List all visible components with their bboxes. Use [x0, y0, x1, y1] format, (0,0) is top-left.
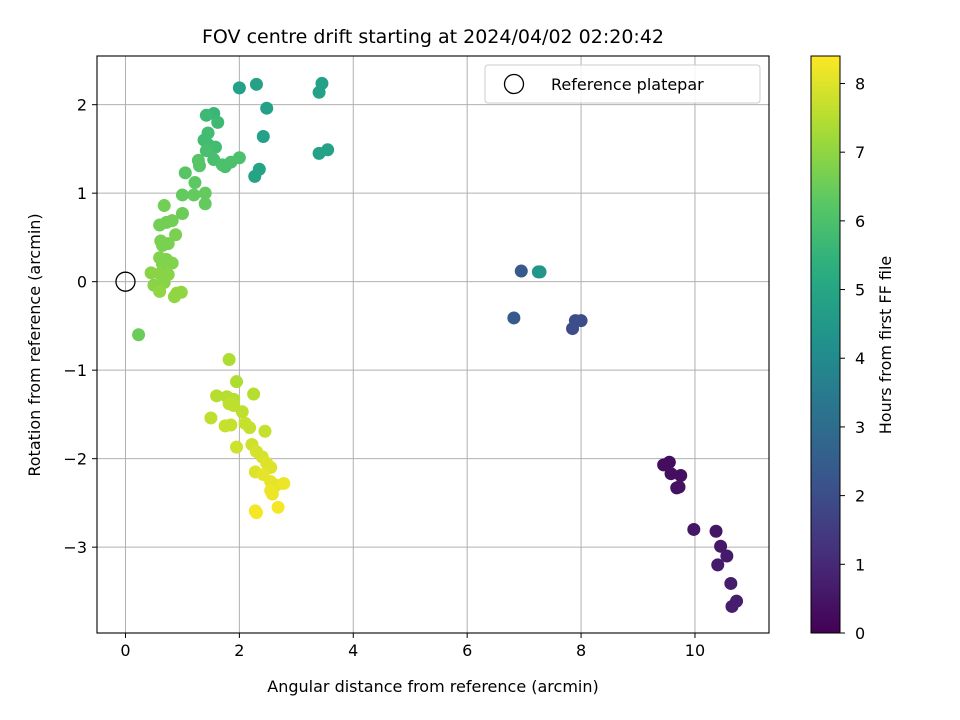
colorbar-tick-label: 4	[855, 349, 865, 368]
data-point	[247, 387, 261, 401]
colorbar-ticks: 0 1 2 3 4 5 6 7 8	[840, 74, 865, 643]
x-tick-label: 10	[685, 641, 705, 660]
data-point	[674, 468, 688, 482]
y-tick-label: −3	[63, 538, 87, 557]
axis-ticks: 0 2 4 6 8 10 −3 −2 −1 0 1 2	[63, 96, 705, 660]
reference-platepar-marker	[115, 271, 136, 292]
data-point	[248, 169, 262, 183]
data-point	[187, 188, 201, 202]
x-tick-label: 2	[234, 641, 244, 660]
data-point	[672, 480, 686, 494]
colorbar-tick-label: 6	[855, 212, 865, 231]
data-point	[198, 197, 212, 211]
data-point	[711, 558, 725, 572]
data-point	[249, 77, 263, 91]
colorbar-tick-label: 7	[855, 143, 865, 162]
data-point	[230, 440, 244, 454]
legend: Reference platepar	[484, 64, 761, 104]
data-point	[222, 353, 236, 367]
colorbar-tick-label: 3	[855, 418, 865, 437]
data-point	[204, 411, 218, 425]
colorbar-tick-label: 1	[855, 555, 865, 574]
y-tick-label: −1	[63, 361, 87, 380]
data-point	[132, 328, 146, 342]
x-tick-label: 0	[120, 641, 130, 660]
data-point	[198, 186, 212, 200]
grid	[97, 56, 769, 633]
data-point	[277, 476, 291, 490]
data-point	[161, 237, 175, 251]
legend-label: Reference platepar	[551, 75, 704, 94]
data-point	[230, 375, 244, 389]
data-point	[232, 151, 246, 165]
data-point	[514, 264, 528, 278]
data-point	[215, 158, 229, 172]
legend-box	[484, 64, 761, 104]
x-axis-label: Angular distance from reference (arcmin)	[267, 677, 598, 696]
data-point	[199, 144, 213, 158]
data-point	[175, 188, 189, 202]
data-point	[256, 130, 270, 144]
data-point	[243, 421, 257, 435]
legend-reference-marker	[503, 73, 525, 95]
data-point	[507, 311, 521, 325]
data-point	[157, 199, 171, 213]
colorbar-tick-label: 2	[855, 487, 865, 506]
y-tick-label: 0	[77, 273, 87, 292]
data-point	[265, 487, 279, 501]
data-point	[232, 81, 246, 95]
data-point	[271, 500, 285, 514]
colorbar-tick-label: 0	[855, 624, 865, 643]
data-point	[167, 290, 181, 304]
data-point	[249, 506, 263, 520]
y-tick-label: 1	[77, 184, 87, 203]
data-point	[312, 85, 326, 99]
data-point	[260, 101, 274, 115]
y-tick-label: 2	[77, 96, 87, 115]
data-point	[175, 207, 189, 221]
data-point	[574, 314, 588, 328]
x-tick-label: 6	[462, 641, 472, 660]
data-point	[224, 418, 238, 432]
reference-marker-layer	[115, 271, 136, 292]
data-point	[724, 576, 738, 590]
data-point	[714, 539, 728, 553]
data-point	[159, 253, 173, 267]
data-point	[169, 228, 183, 242]
data-point	[153, 284, 167, 298]
colorbar-tick-label: 5	[855, 281, 865, 300]
data-point	[662, 455, 676, 469]
data-points	[132, 76, 744, 613]
data-point	[664, 467, 678, 481]
data-point	[159, 215, 173, 229]
data-point	[193, 159, 207, 173]
data-point	[709, 524, 723, 538]
x-tick-label: 4	[348, 641, 358, 660]
x-tick-label: 8	[576, 641, 586, 660]
data-point	[687, 522, 701, 536]
data-point	[720, 549, 734, 563]
colorbar-label: Hours from first FF file	[876, 256, 895, 435]
data-point	[199, 108, 213, 122]
y-tick-label: −2	[63, 450, 87, 469]
data-point	[178, 166, 192, 180]
data-point	[210, 389, 224, 403]
data-point	[235, 405, 249, 419]
chart-title: FOV centre drift starting at 2024/04/02 …	[202, 26, 664, 48]
data-point	[211, 115, 225, 129]
data-point	[321, 143, 335, 157]
data-point	[188, 176, 202, 190]
y-axis-label: Rotation from reference (arcmin)	[25, 213, 44, 476]
data-point	[725, 599, 739, 613]
data-point	[258, 424, 272, 438]
plot-frame	[96, 55, 770, 634]
colorbar	[810, 55, 841, 634]
colorbar-tick-label: 8	[855, 74, 865, 93]
data-point	[533, 265, 547, 279]
